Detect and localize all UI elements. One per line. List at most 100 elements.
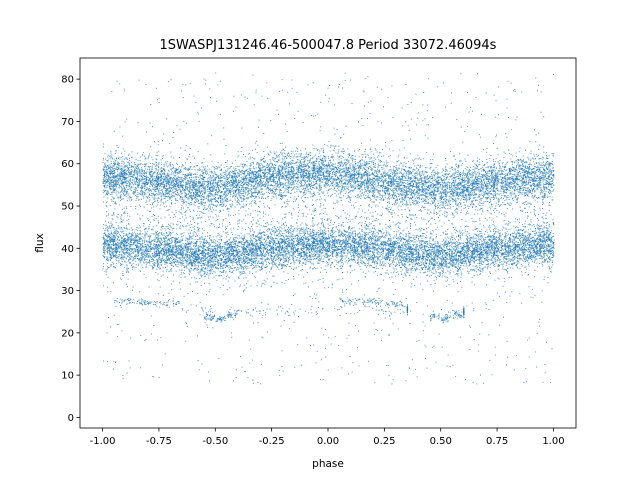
data-point	[144, 185, 145, 186]
data-point	[230, 188, 231, 189]
data-point	[382, 191, 383, 192]
data-point	[436, 173, 437, 174]
data-point	[145, 202, 146, 203]
data-point	[179, 166, 180, 167]
data-point	[336, 180, 337, 181]
data-point	[504, 196, 505, 197]
data-point	[114, 189, 115, 190]
data-point	[235, 178, 236, 179]
data-point	[152, 163, 153, 164]
data-point	[378, 155, 379, 156]
data-point	[293, 208, 294, 209]
data-point	[348, 195, 349, 196]
data-point	[126, 185, 127, 186]
data-point	[388, 197, 389, 198]
data-point	[165, 179, 166, 180]
data-point	[301, 184, 302, 185]
data-point	[369, 161, 370, 162]
data-point	[138, 200, 139, 201]
data-point	[380, 160, 381, 161]
data-point	[534, 190, 535, 191]
data-point	[418, 165, 419, 166]
data-point	[117, 180, 118, 181]
data-point	[120, 166, 121, 167]
data-point	[384, 164, 385, 165]
data-point	[498, 191, 499, 192]
data-point	[500, 190, 501, 191]
data-point	[517, 176, 518, 177]
data-point	[184, 196, 185, 197]
data-point	[365, 149, 366, 150]
data-point	[272, 192, 273, 193]
data-point	[185, 150, 186, 151]
data-point	[188, 198, 189, 199]
data-point	[262, 191, 263, 192]
data-point	[228, 215, 229, 216]
data-point	[351, 171, 352, 172]
data-point	[320, 185, 321, 186]
data-point	[190, 174, 191, 175]
data-point	[352, 190, 353, 191]
data-point	[252, 178, 253, 179]
data-point	[139, 183, 140, 184]
data-point	[495, 191, 496, 192]
data-point	[115, 202, 116, 203]
data-point	[530, 159, 531, 160]
data-point	[212, 183, 213, 184]
data-point	[364, 167, 365, 168]
data-point	[500, 193, 501, 194]
data-point	[303, 166, 304, 167]
data-point	[210, 199, 211, 200]
data-point	[127, 167, 128, 168]
data-point	[220, 200, 221, 201]
data-point	[394, 166, 395, 167]
data-point	[149, 197, 150, 198]
data-point	[238, 179, 239, 180]
data-point	[261, 194, 262, 195]
data-point	[402, 183, 403, 184]
data-point	[338, 151, 339, 152]
data-point	[391, 170, 392, 171]
data-point	[268, 169, 269, 170]
data-point	[447, 193, 448, 194]
data-point	[332, 163, 333, 164]
data-point	[496, 210, 497, 211]
data-point	[523, 159, 524, 160]
data-point	[269, 167, 270, 168]
data-point	[183, 203, 184, 204]
data-point	[225, 206, 226, 207]
data-point	[487, 173, 488, 174]
data-point	[546, 180, 547, 181]
data-point	[544, 184, 545, 185]
data-point	[218, 167, 219, 168]
data-point	[243, 164, 244, 165]
data-point	[489, 173, 490, 174]
data-point	[353, 165, 354, 166]
data-point	[421, 199, 422, 200]
data-point	[335, 193, 336, 194]
data-point	[183, 182, 184, 183]
data-point	[303, 178, 304, 179]
data-point	[278, 173, 279, 174]
data-point	[256, 192, 257, 193]
data-point	[534, 176, 535, 177]
data-point	[409, 180, 410, 181]
data-point	[223, 201, 224, 202]
data-point	[195, 170, 196, 171]
data-point	[444, 215, 445, 216]
data-point	[324, 158, 325, 159]
data-point	[284, 175, 285, 176]
data-point	[278, 166, 279, 167]
data-point	[413, 191, 414, 192]
data-point	[433, 170, 434, 171]
data-point	[176, 189, 177, 190]
data-point	[188, 194, 189, 195]
data-point	[210, 195, 211, 196]
data-point	[285, 175, 286, 176]
data-point	[487, 187, 488, 188]
data-point	[479, 187, 480, 188]
data-point	[479, 192, 480, 193]
data-point	[553, 171, 554, 172]
data-point	[353, 175, 354, 176]
data-point	[425, 199, 426, 200]
